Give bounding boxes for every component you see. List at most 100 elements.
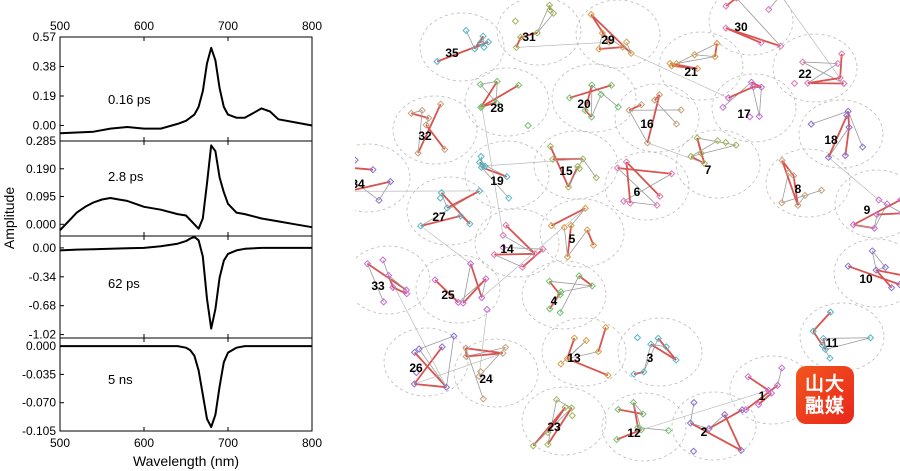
cluster-hull xyxy=(521,386,607,456)
network-node xyxy=(579,155,587,163)
network-node xyxy=(613,435,621,444)
network-node xyxy=(480,43,488,51)
network-node xyxy=(653,201,661,209)
network-node xyxy=(819,334,828,343)
cluster-hull xyxy=(601,392,687,462)
network-edge xyxy=(723,414,743,451)
network-node xyxy=(514,81,523,89)
network-node xyxy=(548,155,557,163)
cluster-hull xyxy=(658,31,744,101)
network-edge xyxy=(618,408,644,415)
network-node xyxy=(560,223,569,232)
network-node xyxy=(719,103,727,112)
network-node xyxy=(604,371,612,380)
network-edge xyxy=(597,327,607,352)
cluster-label: 10 xyxy=(859,272,873,286)
network-node xyxy=(490,250,499,259)
network-edge xyxy=(871,250,877,271)
network-edge xyxy=(569,84,612,99)
network-node xyxy=(840,79,848,88)
cluster-hull xyxy=(671,391,757,461)
cluster-label: 13 xyxy=(567,351,581,365)
network-node xyxy=(629,398,638,407)
network-node xyxy=(402,286,411,294)
network-node xyxy=(732,141,740,149)
panel-label: 2.8 ps xyxy=(108,169,144,184)
network-edge xyxy=(502,234,536,255)
cluster-hull xyxy=(496,0,582,66)
network-node xyxy=(355,156,359,164)
network-node xyxy=(597,90,605,99)
network-node xyxy=(755,112,764,121)
network-node xyxy=(687,152,695,161)
cluster-label: 14 xyxy=(500,242,514,256)
network-node xyxy=(620,197,628,205)
network-node xyxy=(614,405,622,414)
network-node xyxy=(431,276,439,284)
network-node xyxy=(466,220,474,228)
network-node xyxy=(484,38,493,46)
cluster-hull xyxy=(675,129,761,199)
network-edge xyxy=(876,266,886,271)
network-edge xyxy=(413,351,448,388)
network-node xyxy=(801,191,809,200)
y-tick-label: -0.34 xyxy=(29,270,57,284)
network-edge xyxy=(568,158,584,188)
y-tick-label: 0.38 xyxy=(33,59,57,73)
network-node xyxy=(552,395,561,404)
network-node xyxy=(849,221,858,229)
top-tick-label: 500 xyxy=(50,19,70,33)
network-node xyxy=(422,121,430,129)
cluster-label: 25 xyxy=(441,288,455,302)
network-node xyxy=(821,345,830,354)
network-edge xyxy=(847,265,900,286)
network-edge xyxy=(745,384,779,411)
top-tick-label: 800 xyxy=(302,19,322,33)
network-edge xyxy=(676,56,716,64)
network-node xyxy=(412,368,421,377)
network-node xyxy=(524,121,532,130)
network-node xyxy=(499,243,507,252)
y-tick-label: 0.000 xyxy=(26,339,56,353)
cluster-label: 1 xyxy=(759,389,766,403)
network-node xyxy=(512,43,520,52)
network-node xyxy=(602,323,610,332)
network-node xyxy=(581,106,589,115)
network-edge xyxy=(844,127,850,156)
network-node xyxy=(643,139,652,147)
cluster-hull xyxy=(419,12,505,82)
network-edge xyxy=(617,167,658,206)
network-node xyxy=(662,343,671,351)
y-tick-label: -0.105 xyxy=(22,424,56,438)
network-edge xyxy=(465,30,476,50)
network-edge xyxy=(536,13,554,34)
network-node xyxy=(668,62,676,70)
network-edge xyxy=(807,77,841,85)
network-node xyxy=(477,367,485,376)
network-node xyxy=(614,103,622,111)
network-node xyxy=(887,283,896,292)
network-node xyxy=(826,308,835,316)
network-edge xyxy=(566,225,572,257)
cluster-hull xyxy=(355,245,431,315)
network-node xyxy=(654,334,662,342)
network-node xyxy=(598,29,607,37)
network-edge xyxy=(625,161,661,197)
network-node xyxy=(410,380,419,388)
network-edge xyxy=(355,180,391,191)
network-node xyxy=(625,106,633,115)
network-edge xyxy=(633,371,644,376)
network-node xyxy=(582,336,590,345)
cluster-hull xyxy=(464,140,550,210)
network-edge xyxy=(827,115,848,158)
network-node xyxy=(711,52,719,61)
top-tick-label: 600 xyxy=(134,19,154,33)
network-edge xyxy=(465,347,504,355)
network-edge xyxy=(616,428,642,441)
network-node xyxy=(844,262,852,270)
network-edge xyxy=(690,422,710,429)
network-node xyxy=(575,164,584,173)
network-edge xyxy=(549,280,593,287)
network-edge xyxy=(414,352,503,385)
network-edge xyxy=(478,309,488,377)
